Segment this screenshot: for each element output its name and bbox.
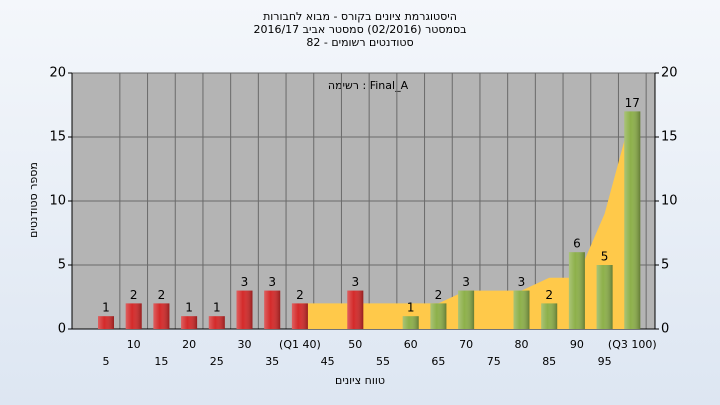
data-label: 2 (158, 288, 166, 302)
bar-shade (125, 303, 142, 329)
title-line: היסטוגרמת ציונים בקורס - מבוא לחבורות (263, 10, 457, 23)
data-label: 2 (130, 288, 138, 302)
x-tick-label: 45 (321, 355, 335, 368)
data-label: 1 (185, 301, 193, 315)
data-label: 3 (351, 275, 359, 289)
data-label: 3 (462, 275, 470, 289)
x-tick-label: 55 (376, 355, 390, 368)
x-tick-label: 5 (103, 355, 110, 368)
data-label: 2 (545, 288, 553, 302)
annotation: רשימה : Final_A (328, 79, 409, 92)
bar-shade (264, 290, 281, 329)
y-tick-label: 15 (49, 130, 66, 145)
x-tick-label: 65 (431, 355, 445, 368)
data-label: 2 (296, 288, 304, 302)
bar-shade (568, 252, 585, 329)
x-tick-label: (Q1 40) (279, 338, 321, 351)
x-tick-label: 30 (238, 338, 252, 351)
x-tick-label: 90 (570, 338, 584, 351)
data-label: 2 (435, 288, 443, 302)
data-label: 1 (407, 301, 415, 315)
bar-shade (98, 316, 114, 329)
data-label: 3 (518, 275, 526, 289)
bar-shade (430, 303, 447, 329)
bar-shade (347, 290, 364, 329)
x-tick-label: (Q3 100) (608, 338, 657, 351)
bar-shade (236, 290, 253, 329)
y-axis-label: מספר סטודנטים (27, 162, 40, 238)
y-tick-label: 10 (49, 194, 66, 209)
bar-shade (458, 290, 475, 329)
title-line: סטודנטים רשומים - 82 (306, 36, 413, 49)
bar-shade (513, 290, 530, 329)
bar-shade (402, 316, 419, 329)
bar-shade (181, 316, 198, 329)
data-label: 17 (625, 96, 640, 110)
y-tick-label: 0 (58, 322, 66, 337)
y-tick-label: 20 (49, 66, 66, 81)
y2-tick-label: 10 (661, 194, 678, 209)
x-tick-label: 20 (182, 338, 196, 351)
bar-shade (596, 265, 613, 329)
bar-shade (624, 111, 641, 330)
bar-shade (208, 316, 225, 329)
x-tick-label: 70 (459, 338, 473, 351)
data-label: 6 (573, 237, 581, 251)
x-tick-label: 75 (487, 355, 501, 368)
x-tick-label: 10 (127, 338, 141, 351)
x-tick-label: 60 (404, 338, 418, 351)
x-tick-label: 85 (542, 355, 556, 368)
y2-tick-label: 5 (661, 258, 669, 273)
y-tick-label: 5 (58, 258, 66, 273)
data-label: 3 (268, 275, 276, 289)
x-tick-label: 25 (210, 355, 224, 368)
x-tick-label: 50 (348, 338, 362, 351)
x-tick-label: 15 (154, 355, 168, 368)
x-axis-label: טווח ציונים (335, 374, 385, 387)
y2-tick-label: 15 (661, 130, 678, 145)
x-tick-label: 95 (598, 355, 612, 368)
data-label: 1 (102, 301, 110, 315)
x-tick-label: 80 (515, 338, 529, 351)
data-label: 1 (213, 301, 221, 315)
x-tick-label: 35 (265, 355, 279, 368)
bar-shade (541, 303, 558, 329)
data-label: 3 (241, 275, 249, 289)
title-line: בסמסטר (02/2016) סמסטר אביב 2016/17 (253, 23, 466, 36)
bar-shade (291, 303, 308, 329)
y2-tick-label: 0 (661, 322, 669, 337)
bar-shade (153, 303, 170, 329)
data-label: 5 (601, 250, 609, 264)
y2-tick-label: 20 (661, 66, 678, 81)
